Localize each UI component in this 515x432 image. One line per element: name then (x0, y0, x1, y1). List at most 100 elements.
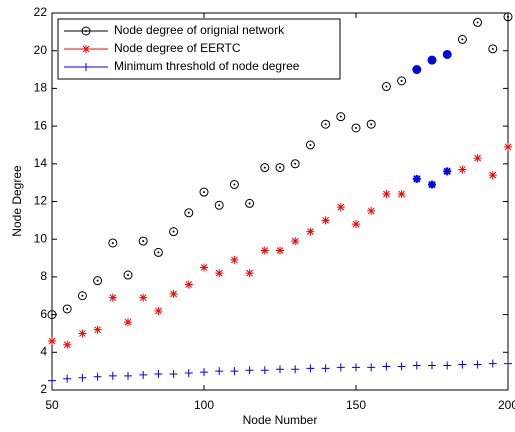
point-dot (85, 30, 87, 32)
point (428, 361, 436, 370)
point (382, 362, 391, 371)
point-ring (381, 82, 391, 92)
point-dot (461, 38, 464, 41)
point (260, 366, 269, 375)
point (276, 365, 284, 374)
point-ring (321, 119, 331, 129)
y-tick-label: 16 (34, 118, 48, 132)
point-ring (473, 17, 483, 27)
point-dot (339, 115, 342, 118)
point (412, 174, 421, 183)
point-dot (263, 166, 266, 169)
point (443, 167, 452, 176)
point (260, 163, 270, 173)
point (321, 364, 330, 373)
y-tick-label: 14 (34, 156, 48, 170)
point (124, 318, 132, 327)
point-ring (214, 200, 224, 210)
point (260, 246, 269, 255)
point-dot (111, 241, 114, 244)
point-dot (324, 123, 327, 126)
point-dot (355, 126, 357, 129)
point (78, 373, 87, 382)
point-ring (93, 276, 103, 286)
point (93, 372, 102, 381)
point-ring (457, 34, 467, 44)
point-dot (415, 68, 418, 71)
point (63, 340, 72, 349)
point (77, 291, 87, 301)
point (139, 370, 148, 379)
point (108, 371, 117, 380)
point-ring (366, 119, 376, 129)
point-ring (62, 304, 72, 314)
point (276, 246, 284, 255)
point-dot (172, 230, 175, 233)
y-tick-label: 6 (40, 307, 47, 321)
point-dot (203, 191, 205, 194)
point-dot (279, 166, 281, 169)
point (154, 369, 163, 378)
point-ring (229, 180, 239, 190)
point-ring (77, 291, 87, 301)
point (123, 270, 133, 280)
point-dot (294, 162, 297, 165)
point (154, 306, 163, 315)
point-dot (400, 79, 403, 82)
point-dot (476, 21, 479, 24)
point (230, 255, 239, 264)
point-dot (66, 307, 69, 310)
point (138, 236, 148, 246)
point-dot (248, 202, 251, 205)
point-ring (275, 163, 285, 173)
point (367, 363, 376, 372)
point (215, 367, 224, 376)
legend: Node degree of orignial network Node degr… (57, 18, 341, 80)
point (306, 364, 315, 373)
point-dot (187, 211, 190, 214)
point-ring (397, 76, 407, 86)
point-ring (290, 159, 300, 169)
point-ring (199, 187, 209, 197)
point-dot (81, 294, 84, 297)
point (457, 34, 467, 44)
point (78, 329, 87, 338)
point (200, 368, 208, 377)
point (215, 269, 224, 278)
point (321, 216, 330, 225)
point-dot (127, 274, 129, 277)
y-tick-label: 22 (34, 5, 48, 19)
point-ring (153, 247, 163, 257)
point (488, 44, 498, 54)
point-ring (336, 112, 346, 122)
x-tick-label: 200 (498, 398, 515, 412)
point (428, 180, 436, 189)
point (504, 142, 512, 151)
point (245, 198, 255, 208)
point-dot (370, 123, 373, 126)
point (93, 325, 102, 334)
point (124, 371, 132, 380)
point (366, 119, 376, 129)
y-tick-label: 12 (34, 194, 48, 208)
point (169, 369, 178, 378)
point (275, 163, 285, 173)
y-tick-label: 4 (40, 344, 47, 358)
point (336, 363, 345, 372)
point (291, 365, 300, 374)
point (473, 17, 483, 27)
point (93, 276, 103, 286)
point (382, 189, 391, 198)
point (82, 45, 90, 53)
point (321, 119, 331, 129)
point (48, 336, 56, 345)
point-dot (142, 240, 145, 243)
point (184, 369, 193, 378)
point (473, 360, 482, 369)
point-dot (507, 15, 509, 18)
point (245, 366, 254, 375)
point (108, 293, 117, 302)
point-ring (138, 236, 148, 246)
point (290, 159, 300, 169)
point (200, 263, 208, 272)
